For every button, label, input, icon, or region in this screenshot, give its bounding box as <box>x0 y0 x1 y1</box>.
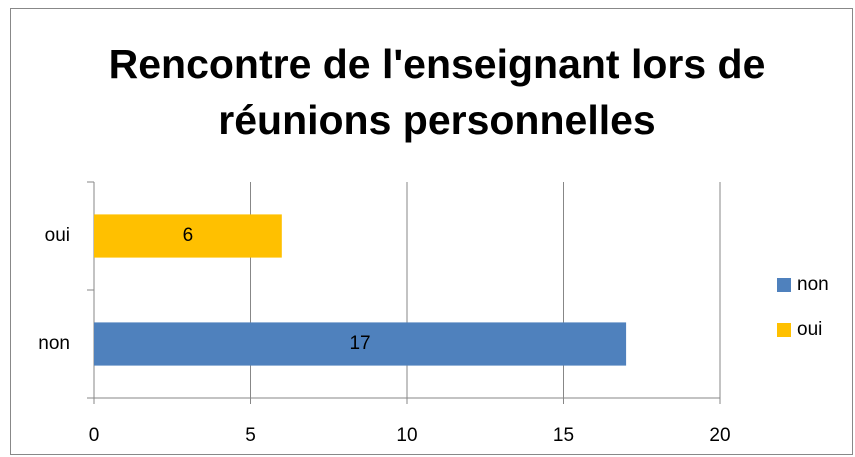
legend-swatch <box>777 278 791 292</box>
chart-title: Rencontre de l'enseignant lors de réunio… <box>108 41 766 143</box>
y-tick-label: non <box>38 333 70 354</box>
legend-label: non <box>797 274 829 295</box>
data-label: 6 <box>183 225 194 246</box>
x-tick-label: 5 <box>245 425 256 446</box>
x-tick-label: 15 <box>553 425 574 446</box>
legend-swatch <box>777 323 791 337</box>
legend-label: oui <box>797 319 822 340</box>
x-tick-label: 20 <box>709 425 730 446</box>
y-tick-label: oui <box>45 225 70 246</box>
bar <box>94 214 282 258</box>
bar <box>94 322 627 366</box>
x-tick-label: 10 <box>396 425 417 446</box>
x-tick-label: 0 <box>89 425 100 446</box>
data-label: 17 <box>349 333 370 354</box>
